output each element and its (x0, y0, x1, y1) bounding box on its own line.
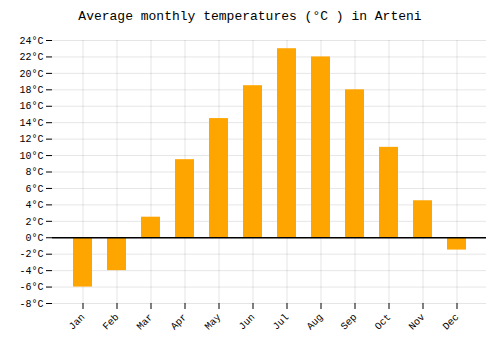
svg-text:Jun: Jun (237, 312, 258, 333)
html-text:Average monthly temperatures (: Average monthly temperatures (°C ) in Ar… (78, 9, 422, 24)
svg-text:12°C: 12°C (19, 134, 43, 145)
svg-text:18°C: 18°C (19, 85, 43, 96)
svg-text:Dec: Dec (441, 312, 462, 333)
svg-text:Sep: Sep (339, 312, 360, 333)
svg-text:Aug: Aug (305, 312, 326, 333)
svg-text:22°C: 22°C (19, 52, 43, 63)
svg-text:6°C: 6°C (25, 184, 43, 195)
svg-text:-6°C: -6°C (19, 282, 43, 293)
svg-text:-2°C: -2°C (19, 249, 43, 260)
svg-text:Apr: Apr (169, 312, 190, 333)
svg-text:May: May (203, 312, 224, 333)
svg-text:8°C: 8°C (25, 167, 43, 178)
svg-text:4°C: 4°C (25, 200, 43, 211)
svg-text:Oct: Oct (373, 312, 394, 333)
svg-text:14°C: 14°C (19, 118, 43, 129)
svg-text:24°C: 24°C (19, 36, 43, 47)
svg-text:Feb: Feb (101, 312, 122, 333)
svg-text:Mar: Mar (135, 312, 156, 333)
svg-text:10°C: 10°C (19, 151, 43, 162)
svg-text:2°C: 2°C (25, 217, 43, 228)
svg-text:Nov: Nov (407, 312, 428, 333)
svg-text:20°C: 20°C (19, 69, 43, 80)
svg-text:0°C: 0°C (25, 233, 43, 244)
svg-text:-4°C: -4°C (19, 266, 43, 277)
svg-text:16°C: 16°C (19, 101, 43, 112)
svg-text:Jan: Jan (67, 312, 88, 333)
svg-text:Jul: Jul (271, 312, 292, 333)
svg-text:-8°C: -8°C (19, 299, 43, 310)
